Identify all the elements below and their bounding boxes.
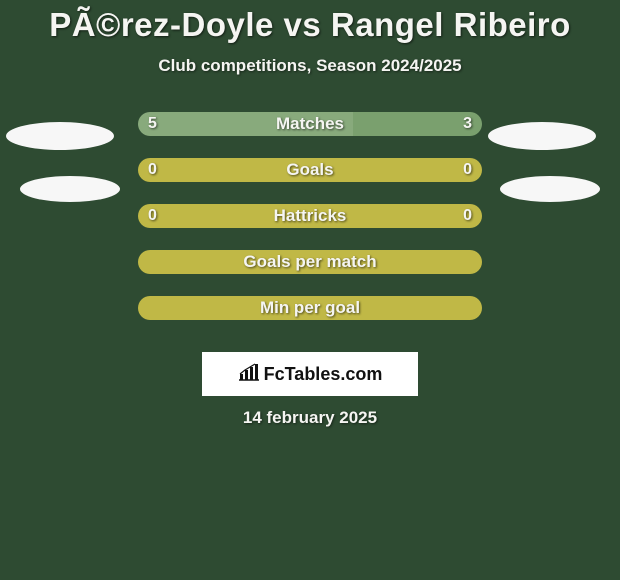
- stat-left-value: 0: [148, 204, 157, 228]
- subtitle: Club competitions, Season 2024/2025: [0, 56, 620, 76]
- stat-bar: [138, 250, 482, 274]
- brand-label: FcTables.com: [264, 364, 383, 385]
- stat-right-value: 0: [463, 204, 472, 228]
- stat-left-value: 0: [148, 158, 157, 182]
- stat-bar: [138, 296, 482, 320]
- stat-right-value: 0: [463, 158, 472, 182]
- stat-right-value: 3: [463, 112, 472, 136]
- stat-bar: [138, 112, 482, 136]
- decorative-ellipse: [500, 176, 600, 202]
- bar-chart-icon: [238, 363, 260, 386]
- brand-box: FcTables.com: [202, 352, 418, 396]
- page-title: PÃ©rez-Doyle vs Rangel Ribeiro: [0, 0, 620, 44]
- decorative-ellipse: [6, 122, 114, 150]
- stat-bar: [138, 204, 482, 228]
- comparison-infographic: PÃ©rez-Doyle vs Rangel Ribeiro Club comp…: [0, 0, 620, 580]
- stat-left-value: 5: [148, 112, 157, 136]
- decorative-ellipse: [488, 122, 596, 150]
- decorative-ellipse: [20, 176, 120, 202]
- stat-row: Goals per match: [0, 250, 620, 296]
- brand-text: FcTables.com: [238, 363, 383, 386]
- stat-row: Hattricks00: [0, 204, 620, 250]
- date-label: 14 february 2025: [0, 408, 620, 428]
- stat-row: Min per goal: [0, 296, 620, 342]
- stat-bar: [138, 158, 482, 182]
